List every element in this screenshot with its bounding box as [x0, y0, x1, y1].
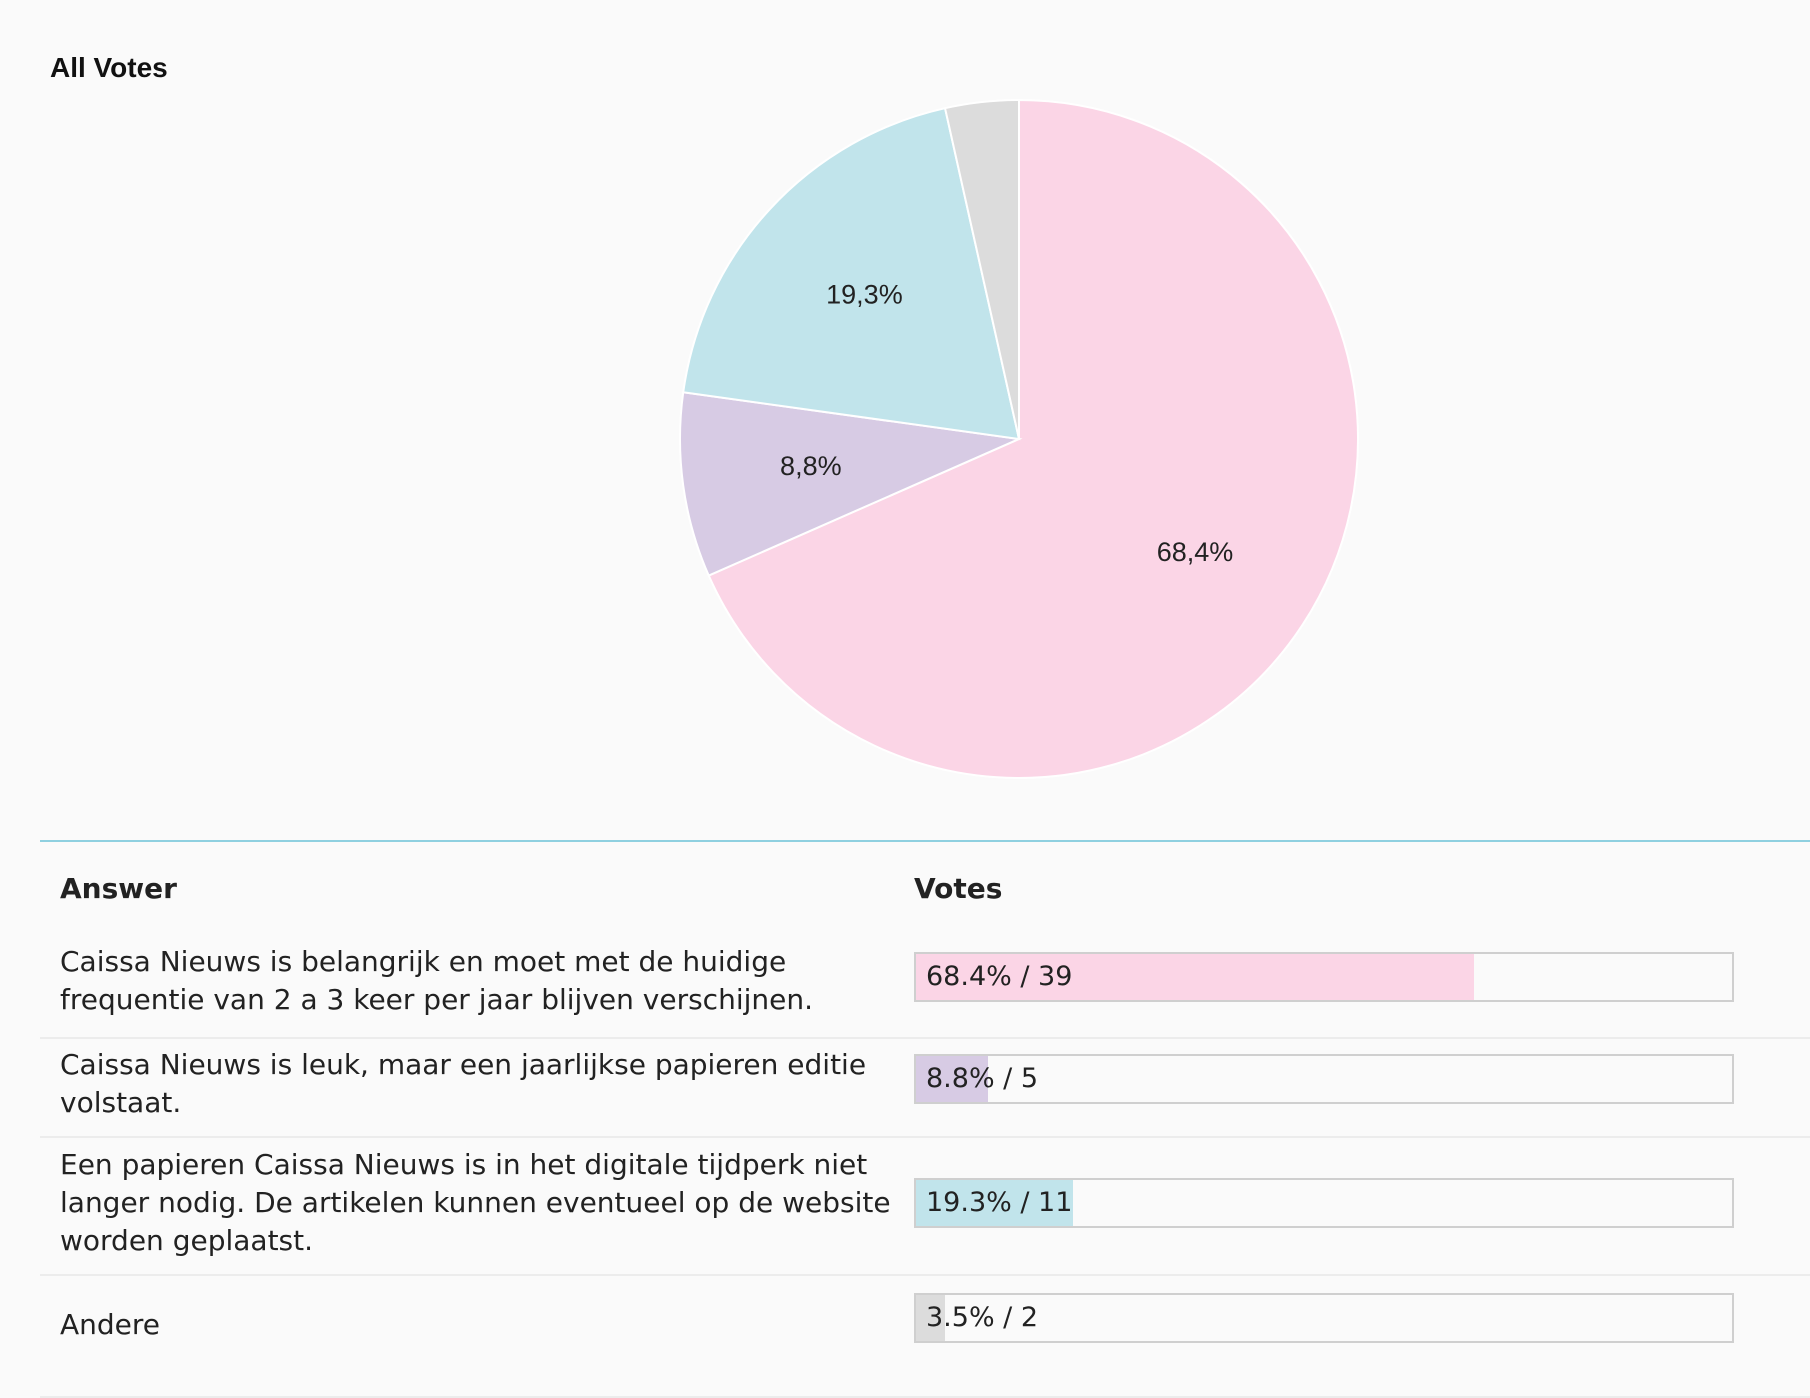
- chart-title: All Votes: [50, 52, 168, 83]
- answer-column-header: Answer: [60, 872, 177, 905]
- answer-text: Een papieren Caissa Nieuws is in het dig…: [60, 1148, 891, 1257]
- votes-column-header: Votes: [914, 872, 1003, 905]
- vote-count-label: 3.5% / 2: [926, 1302, 1039, 1333]
- vote-bar: 8.8% / 5: [914, 1054, 1734, 1104]
- vote-bar-fill: [916, 1180, 1074, 1226]
- result-row: Caissa Nieuws is belangrijk en moet met …: [40, 938, 1810, 1039]
- vote-bar: 3.5% / 2: [914, 1293, 1734, 1343]
- pie-slice-0: [707, 98, 1359, 779]
- vote-count-label: 68.4% / 39: [926, 961, 1073, 992]
- pie-chart: 68,4% 8,8% 19,3%: [679, 98, 1359, 779]
- results-table: Answer Votes Caissa Nieuws is belangrijk…: [40, 840, 1810, 1398]
- vote-bar: 68.4% / 39: [914, 952, 1734, 1002]
- pie-slice-3: [943, 98, 1020, 440]
- vote-bar-fill: [916, 954, 1475, 1000]
- vote-bar: 19.3% / 11: [914, 1178, 1734, 1228]
- answer-text: Andere: [60, 1308, 161, 1341]
- pie-slice-label-0: 68,4%: [1157, 537, 1234, 567]
- vote-count-label: 19.3% / 11: [926, 1187, 1073, 1218]
- vote-bar-fill: [916, 1056, 988, 1102]
- answer-text: Caissa Nieuws is leuk, maar een jaarlijk…: [60, 1048, 867, 1119]
- result-row: Een papieren Caissa Nieuws is in het dig…: [40, 1138, 1810, 1276]
- pie-slice-label-2: 19,3%: [826, 280, 903, 310]
- vote-bar-fill: [916, 1295, 945, 1341]
- vote-count-label: 8.8% / 5: [926, 1063, 1039, 1094]
- results-header: Answer Votes: [40, 842, 1810, 938]
- result-row: Caissa Nieuws is leuk, maar een jaarlijk…: [40, 1039, 1810, 1138]
- pie-slice-label-1: 8,8%: [780, 451, 842, 481]
- result-row: Andere 3.5% / 2: [40, 1276, 1810, 1398]
- answer-text: Caissa Nieuws is belangrijk en moet met …: [60, 945, 813, 1016]
- pie-slice-2: [682, 106, 1021, 441]
- pie-slice-1: [679, 391, 1023, 577]
